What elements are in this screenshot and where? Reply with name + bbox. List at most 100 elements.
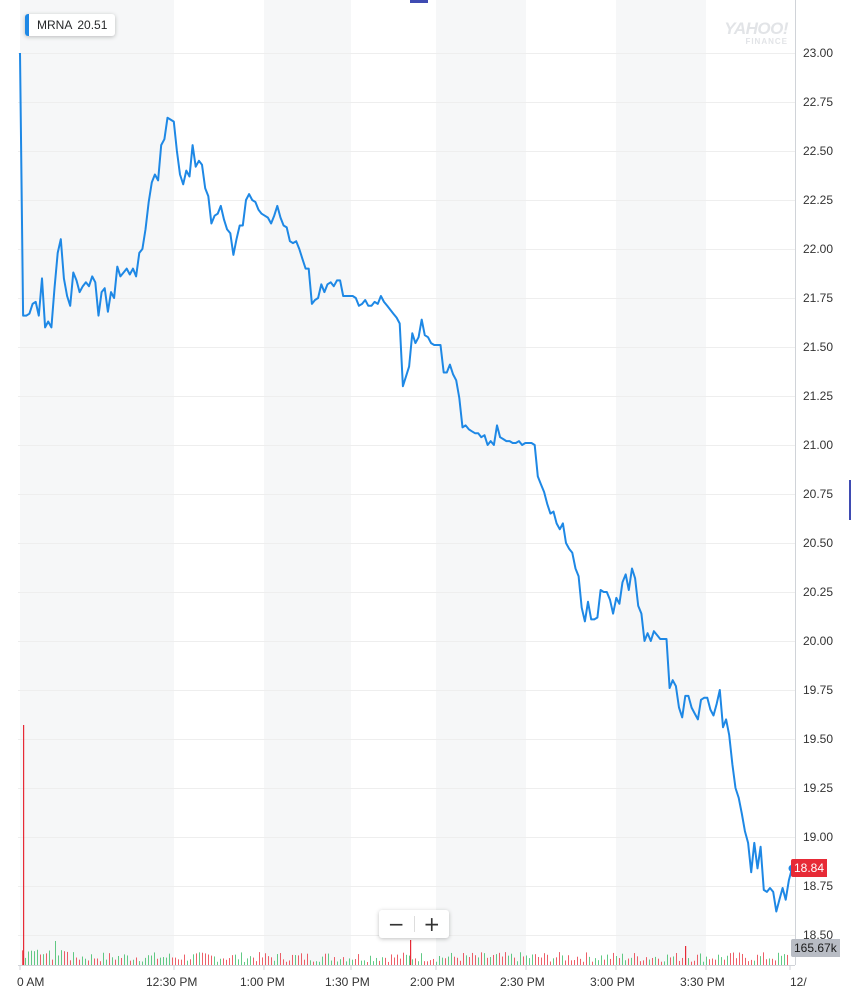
volume-bar: [619, 958, 620, 965]
volume-bar: [193, 954, 194, 965]
y-tick-label: 22.25: [803, 193, 833, 207]
volume-bar: [178, 959, 179, 965]
volume-bar: [91, 954, 92, 965]
time-band: [264, 0, 351, 965]
zoom-control: − +: [379, 910, 449, 938]
x-tick-label: 0 AM: [17, 975, 44, 989]
volume-bar: [586, 952, 587, 965]
volume-bar: [337, 961, 338, 965]
volume-bar: [25, 957, 26, 965]
volume-bar: [547, 954, 548, 965]
volume-bar: [217, 961, 218, 965]
volume-bar: [346, 961, 347, 965]
volume-bar: [241, 952, 242, 965]
volume-bar: [541, 957, 542, 965]
volume-bar: [355, 959, 356, 965]
volume-bar: [94, 958, 95, 965]
volume-bar: [463, 953, 464, 965]
volume-bar: [697, 954, 698, 965]
volume-bar: [103, 952, 104, 965]
volume-bar: [115, 959, 116, 965]
volume-bar: [520, 952, 521, 965]
volume-bar: [352, 959, 353, 965]
volume-bar: [265, 953, 266, 965]
volume-bar: [748, 961, 749, 965]
volume-bar: [577, 956, 578, 965]
x-tick-label: 12/: [790, 975, 807, 989]
volume-bar: [616, 956, 617, 965]
volume-bar: [529, 958, 530, 965]
range-handle-top[interactable]: [410, 0, 428, 3]
volume-bar: [325, 953, 326, 965]
volume-bar: [724, 959, 725, 965]
volume-bar: [556, 957, 557, 965]
volume-bar: [481, 952, 482, 965]
scroll-handle-right[interactable]: [849, 480, 851, 520]
price-line[interactable]: [19, 52, 793, 913]
volume-bar: [34, 951, 35, 965]
volume-bar: [439, 955, 440, 965]
volume-bar: [610, 958, 611, 965]
volume-bar: [760, 956, 761, 965]
y-tick-label: 19.50: [803, 732, 833, 746]
volume-bar: [406, 954, 407, 965]
volume-bar: [343, 957, 344, 965]
volume-bar: [673, 956, 674, 965]
volume-bar: [598, 960, 599, 965]
volume-bar: [226, 959, 227, 965]
volume-bar: [583, 961, 584, 965]
volume-bar: [613, 952, 614, 965]
volume-bar: [160, 957, 161, 965]
volume-bar: [712, 958, 713, 965]
volume-bar: [595, 958, 596, 965]
volume-bar: [703, 961, 704, 965]
zoom-in-button[interactable]: +: [415, 910, 450, 938]
volume-bar: [244, 961, 245, 965]
volume-bar: [61, 950, 62, 965]
volume-bar: [679, 960, 680, 965]
volume-bar: [526, 955, 527, 965]
volume-bar: [457, 957, 458, 965]
volume-bar: [532, 954, 533, 965]
volume-bar: [133, 959, 134, 965]
volume-bar: [775, 960, 776, 965]
volume-bar: [505, 952, 506, 965]
volume-bar: [487, 957, 488, 965]
y-tick-label: 21.75: [803, 291, 833, 305]
y-tick-label: 21.00: [803, 438, 833, 452]
volume-bar: [187, 960, 188, 965]
gridlines: [18, 53, 795, 936]
volume-bar: [172, 957, 173, 965]
zoom-out-button[interactable]: −: [379, 910, 414, 938]
volume-bar: [151, 955, 152, 965]
volume-bar: [31, 950, 32, 965]
volume-bar: [706, 956, 707, 965]
volume-bar: [625, 960, 626, 965]
volume-bar: [736, 958, 737, 965]
volume-bar: [256, 961, 257, 965]
volume-bar: [409, 955, 410, 965]
volume-bar: [643, 960, 644, 965]
volume-bar: [28, 951, 29, 965]
volume-bar: [580, 958, 581, 965]
volume-bar: [415, 958, 416, 965]
volume-bar: [538, 956, 539, 965]
y-tick-label: 18.75: [803, 879, 833, 893]
current-price-tag: 18.84: [791, 859, 828, 877]
volume-bar: [370, 955, 371, 965]
volume-bar: [220, 958, 221, 965]
volume-bar: [490, 957, 491, 965]
volume-bar: [604, 959, 605, 965]
volume-bar: [109, 953, 110, 965]
volume-bar: [544, 953, 545, 965]
volume-bar: [700, 953, 701, 965]
volume-bar: [295, 955, 296, 965]
volume-bar: [742, 953, 743, 965]
volume-bar: [157, 958, 158, 965]
y-axis-ticks: 23.00 22.75 22.50 22.25 22.00 21.75 21.50 21.25…: [803, 46, 833, 942]
volume-bar: [655, 956, 656, 965]
volume-bar: [559, 952, 560, 965]
volume-bar: [316, 961, 317, 965]
volume-bar: [730, 953, 731, 965]
